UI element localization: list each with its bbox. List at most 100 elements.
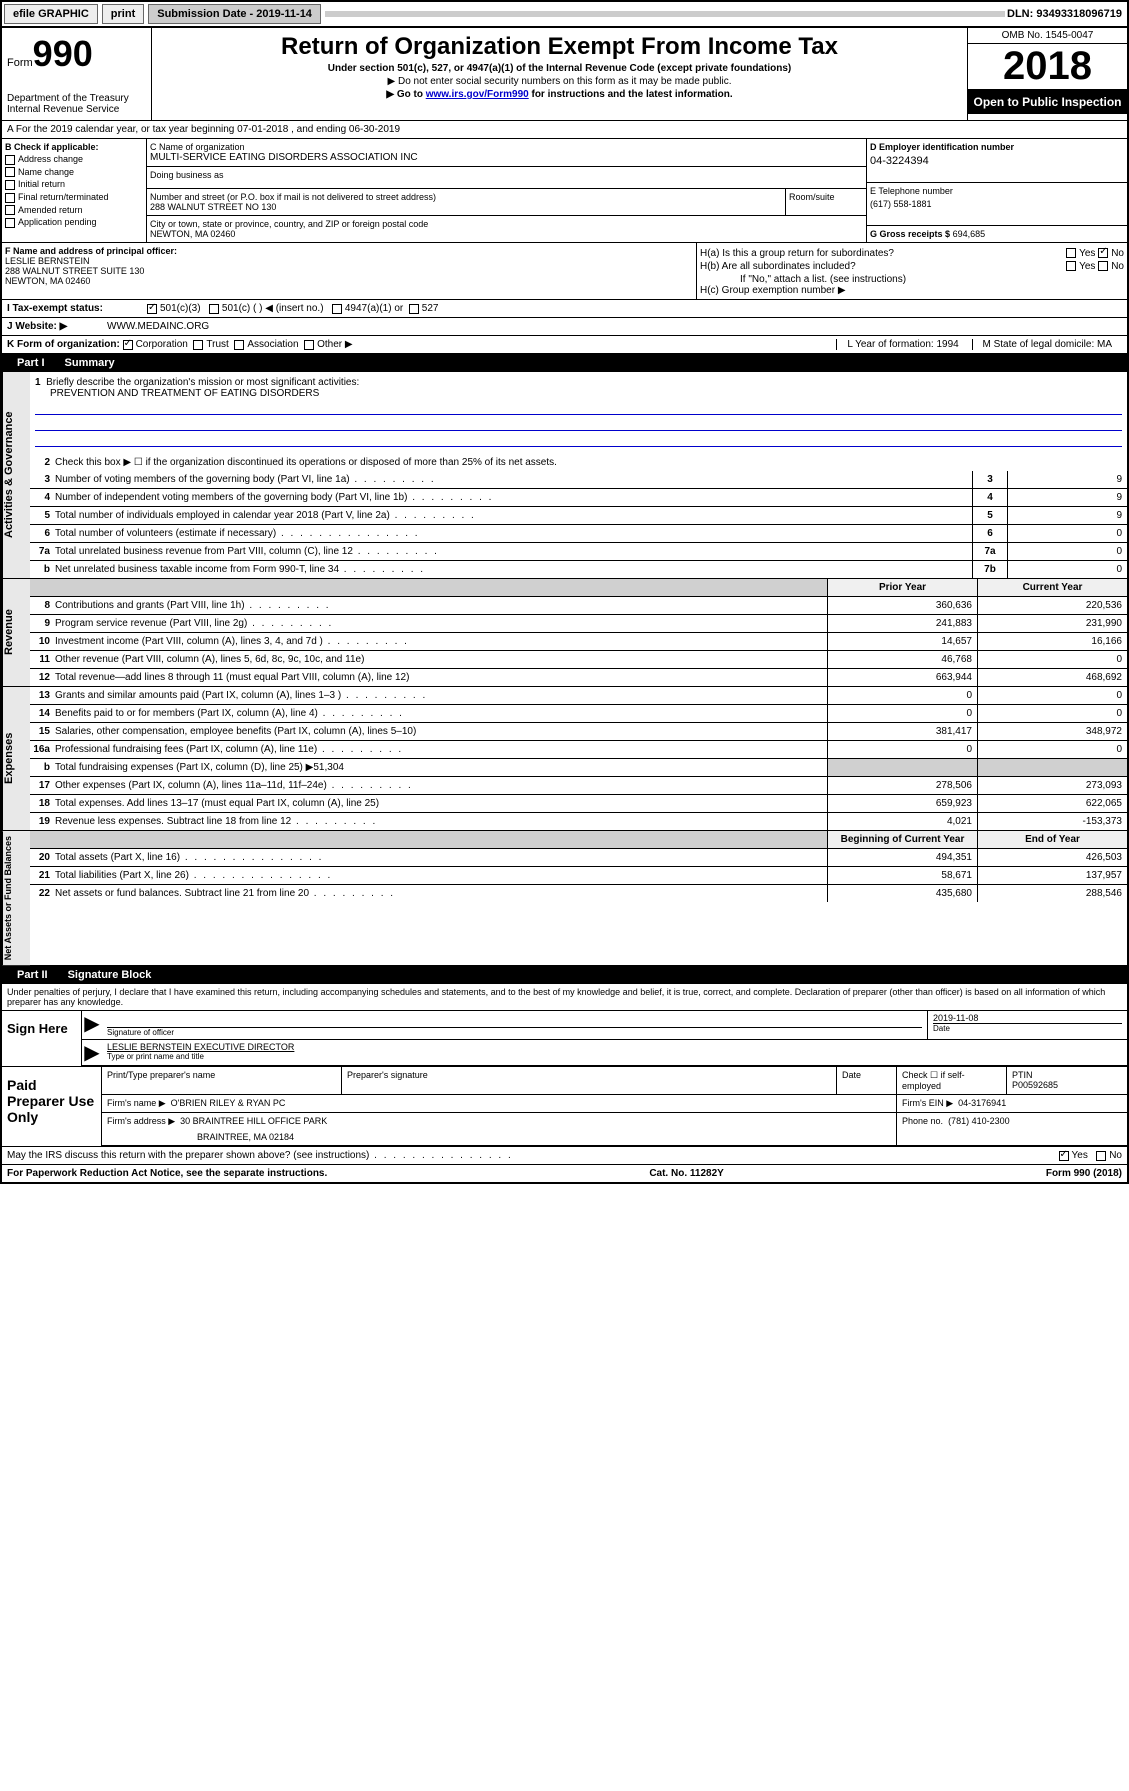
form-footer: Form 990 (2018) xyxy=(1046,1168,1122,1179)
room-label: Room/suite xyxy=(786,189,866,215)
org-city: NEWTON, MA 02460 xyxy=(150,229,863,239)
sign-here-section: Sign Here ▶ Signature of officer 2019-11… xyxy=(2,1011,1127,1067)
prep-date-header: Date xyxy=(837,1067,897,1094)
l13-prior: 0 xyxy=(827,687,977,704)
i-527: 527 xyxy=(422,303,439,314)
l17-text: Other expenses (Part IX, column (A), lin… xyxy=(55,777,827,794)
l6-val: 0 xyxy=(1007,525,1127,542)
row-i: I Tax-exempt status: 501(c)(3) 501(c) ( … xyxy=(2,300,1127,318)
firm-addr1: 30 BRAINTREE HILL OFFICE PARK xyxy=(180,1116,327,1126)
l16a-current: 0 xyxy=(977,741,1127,758)
goto-post: for instructions and the latest informat… xyxy=(529,89,733,100)
i-501c-checkbox[interactable] xyxy=(209,304,219,314)
section-fh: F Name and address of principal officer:… xyxy=(2,243,1127,300)
checkbox-pending[interactable] xyxy=(5,218,15,228)
vtab-governance: Activities & Governance xyxy=(2,372,30,578)
l16a-prior: 0 xyxy=(827,741,977,758)
discuss-no-checkbox[interactable] xyxy=(1096,1151,1106,1161)
end-year-header: End of Year xyxy=(977,831,1127,848)
ein-label: D Employer identification number xyxy=(870,142,1124,152)
l7a-text: Total unrelated business revenue from Pa… xyxy=(55,543,972,560)
hb-yes-checkbox[interactable] xyxy=(1066,261,1076,271)
row-k: K Form of organization: Corporation Trus… xyxy=(2,336,1127,354)
arrow-icon: ▶ xyxy=(82,1011,102,1039)
sign-here-label: Sign Here xyxy=(2,1011,82,1066)
revenue-section: Revenue Prior YearCurrent Year 8Contribu… xyxy=(2,579,1127,687)
print-button[interactable]: print xyxy=(102,4,144,24)
i-label: I Tax-exempt status: xyxy=(7,303,147,314)
ptin-value: P00592685 xyxy=(1012,1080,1122,1090)
mission-line xyxy=(35,417,1122,431)
firm-phone-label: Phone no. xyxy=(902,1116,943,1126)
l12-text: Total revenue—add lines 8 through 11 (mu… xyxy=(55,669,827,686)
l20-current: 426,503 xyxy=(977,849,1127,866)
hb-note: If "No," attach a list. (see instruction… xyxy=(700,274,1124,285)
vtab-netassets: Net Assets or Fund Balances xyxy=(2,831,30,965)
l1-text: Briefly describe the organization's miss… xyxy=(46,377,359,388)
l10-text: Investment income (Part VIII, column (A)… xyxy=(55,633,827,650)
form-title: Return of Organization Exempt From Incom… xyxy=(157,33,962,61)
checkbox-final[interactable] xyxy=(5,193,15,203)
i-501c3: 501(c)(3) xyxy=(160,303,201,314)
l9-text: Program service revenue (Part VIII, line… xyxy=(55,615,827,632)
l2-text: Check this box ▶ ☐ if the organization d… xyxy=(55,454,1127,471)
i-4947-checkbox[interactable] xyxy=(332,304,342,314)
form-number: 990 xyxy=(33,33,93,74)
k-assoc-checkbox[interactable] xyxy=(234,340,244,350)
l7b-val: 0 xyxy=(1007,561,1127,578)
hb-yes: Yes xyxy=(1079,261,1095,272)
hc-label: H(c) Group exemption number ▶ xyxy=(700,285,1124,296)
part1-header: Part I Summary xyxy=(2,354,1127,372)
ha-yes-checkbox[interactable] xyxy=(1066,248,1076,258)
row-j: J Website: ▶ WWW.MEDAINC.ORG xyxy=(2,318,1127,336)
prep-sig-header: Preparer's signature xyxy=(342,1067,837,1094)
hb-no-checkbox[interactable] xyxy=(1098,261,1108,271)
officer-city: NEWTON, MA 02460 xyxy=(5,276,693,286)
submission-date: Submission Date - 2019-11-14 xyxy=(148,4,321,24)
l19-text: Revenue less expenses. Subtract line 18 … xyxy=(55,813,827,830)
discuss-yes-checkbox[interactable] xyxy=(1059,1151,1069,1161)
hb-no: No xyxy=(1111,261,1124,272)
l7a-val: 0 xyxy=(1007,543,1127,560)
i-527-checkbox[interactable] xyxy=(409,304,419,314)
part1-num: Part I xyxy=(7,357,55,369)
officer-name: LESLIE BERNSTEIN xyxy=(5,256,693,266)
omb-number: OMB No. 1545-0047 xyxy=(968,28,1127,44)
dba-label: Doing business as xyxy=(147,167,866,189)
efile-button[interactable]: efile GRAPHIC xyxy=(4,4,98,24)
checkbox-initial[interactable] xyxy=(5,180,15,190)
l9-prior: 241,883 xyxy=(827,615,977,632)
l5-val: 9 xyxy=(1007,507,1127,524)
i-501c3-checkbox[interactable] xyxy=(147,304,157,314)
ha-no-checkbox[interactable] xyxy=(1098,248,1108,258)
k-label: K Form of organization: xyxy=(7,339,120,350)
firm-addr2: BRAINTREE, MA 02184 xyxy=(107,1132,891,1142)
l14-text: Benefits paid to or for members (Part IX… xyxy=(55,705,827,722)
l17-prior: 278,506 xyxy=(827,777,977,794)
firm-addr-label: Firm's address ▶ xyxy=(107,1116,175,1126)
k-other-checkbox[interactable] xyxy=(304,340,314,350)
k-corp-checkbox[interactable] xyxy=(123,340,133,350)
l8-text: Contributions and grants (Part VIII, lin… xyxy=(55,597,827,614)
hb-label: H(b) Are all subordinates included? xyxy=(700,261,856,272)
l22-current: 288,546 xyxy=(977,885,1127,902)
checkbox-amended[interactable] xyxy=(5,205,15,215)
checkbox-address-change[interactable] xyxy=(5,155,15,165)
c-name-label: C Name of organization xyxy=(150,142,863,152)
sig-date-label: Date xyxy=(933,1023,1122,1033)
l14-current: 0 xyxy=(977,705,1127,722)
firm-phone: (781) 410-2300 xyxy=(948,1116,1010,1126)
form-subtitle-2: ▶ Do not enter social security numbers o… xyxy=(157,76,962,87)
open-to-public: Open to Public Inspection xyxy=(968,90,1127,114)
section-identity: B Check if applicable: Address change Na… xyxy=(2,139,1127,243)
l5-text: Total number of individuals employed in … xyxy=(55,507,972,524)
pra-notice: For Paperwork Reduction Act Notice, see … xyxy=(7,1168,327,1179)
checkbox-name-change[interactable] xyxy=(5,167,15,177)
top-bar: efile GRAPHIC print Submission Date - 20… xyxy=(2,2,1127,28)
l13-text: Grants and similar amounts paid (Part IX… xyxy=(55,687,827,704)
k-trust-checkbox[interactable] xyxy=(193,340,203,350)
form990-link[interactable]: www.irs.gov/Form990 xyxy=(426,89,529,100)
ein-value: 04-3224394 xyxy=(870,155,1124,167)
opt-pending: Application pending xyxy=(18,217,97,227)
l22-prior: 435,680 xyxy=(827,885,977,902)
